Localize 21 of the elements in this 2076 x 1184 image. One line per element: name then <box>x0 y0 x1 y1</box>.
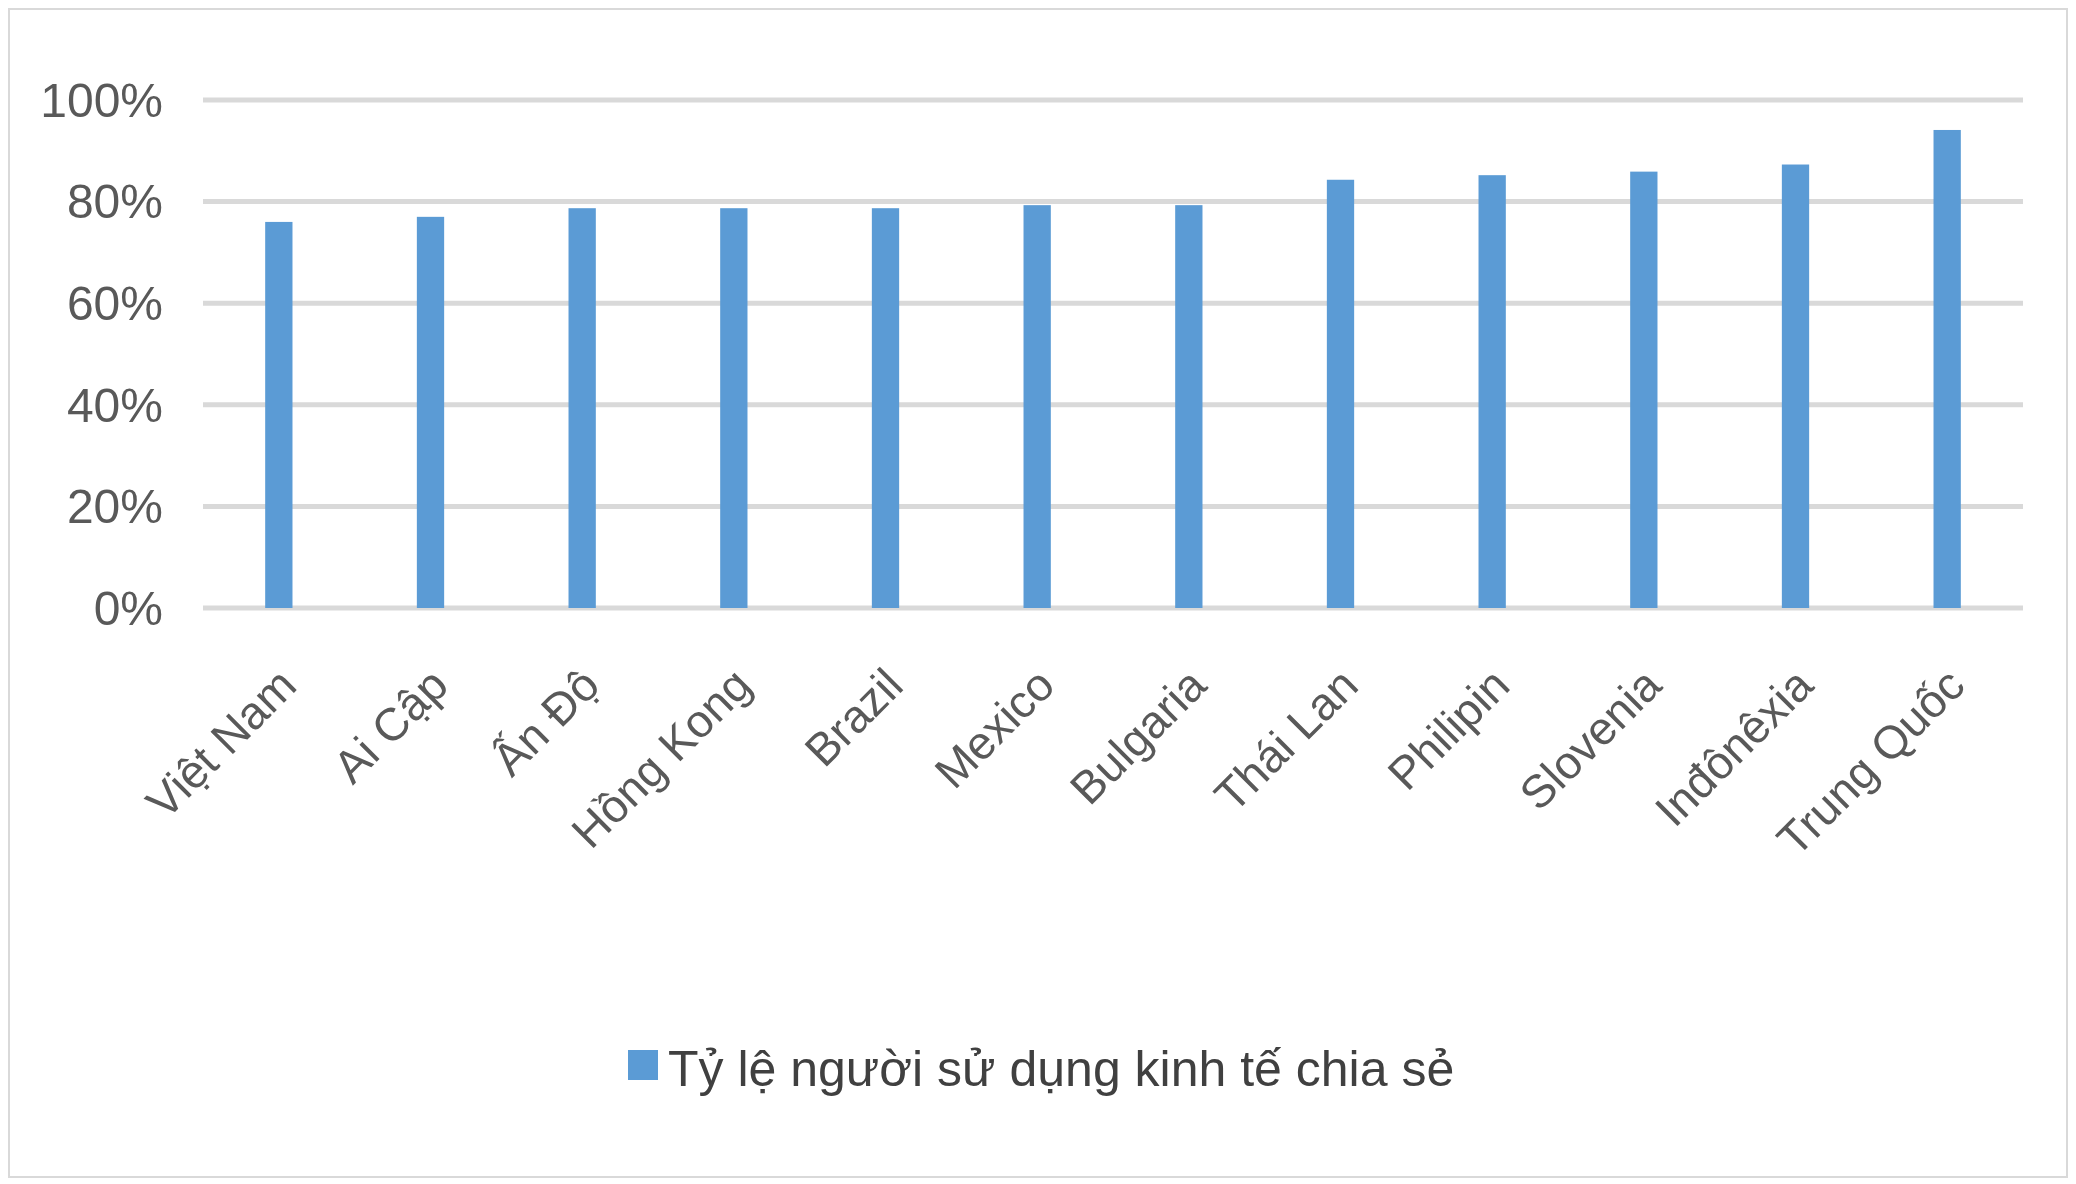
y-tick-label: 20% <box>66 480 163 534</box>
x-tick-label: Ấn Độ <box>482 658 610 786</box>
y-tick-label: 0% <box>93 581 163 635</box>
bar <box>1023 205 1051 608</box>
bar <box>1630 171 1658 608</box>
bar <box>265 221 293 608</box>
bar <box>416 216 445 608</box>
bar <box>1478 175 1506 608</box>
bar <box>1326 179 1355 608</box>
bar <box>871 208 900 608</box>
bar <box>568 208 596 608</box>
bar <box>1175 205 1203 608</box>
x-tick-label: Ai Cập <box>323 658 458 793</box>
legend-label: Tỷ lệ người sử dụng kinh tế chia sẻ <box>668 1040 1455 1097</box>
bar <box>1781 164 1810 608</box>
y-tick-label: 60% <box>66 277 163 330</box>
y-tick-label: 100% <box>40 73 163 127</box>
y-tick-label: 80% <box>66 175 163 229</box>
bar <box>1933 129 1961 608</box>
y-tick-label: 40% <box>66 378 163 432</box>
bar <box>720 208 748 608</box>
